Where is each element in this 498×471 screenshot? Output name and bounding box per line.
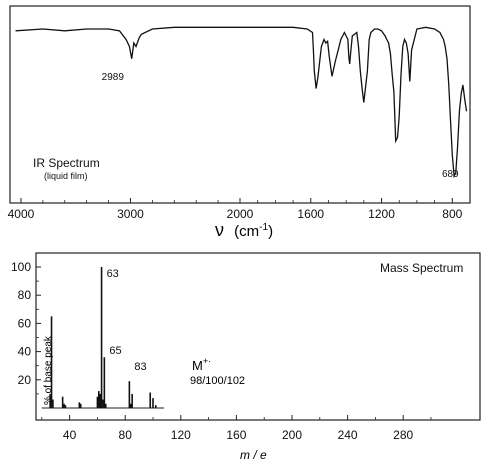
ms-molecular-ion-charge: +· xyxy=(203,356,211,366)
ir-spectrum-panel: 4000 3000 2000 1600 1200 800 IR Spectrum (liq… xyxy=(8,5,471,240)
ir-x-ticks: 4000 3000 2000 1600 1200 800 xyxy=(8,198,463,221)
ir-x-axis-unit: (cm xyxy=(234,223,259,240)
ir-x-axis-unit-exp: -1 xyxy=(259,222,268,233)
ms-y-tick-label: 40 xyxy=(18,345,32,359)
ir-x-tick-label: 3000 xyxy=(117,207,144,221)
ms-y-tick-label: 20 xyxy=(18,373,32,387)
ms-molecular-ion-symbol: M xyxy=(192,358,203,373)
ms-y-tick-label: 80 xyxy=(18,288,32,302)
ir-x-tick-label: 800 xyxy=(442,207,462,221)
ms-peak-label: 83 xyxy=(134,361,146,373)
ir-x-axis-symbol: ν xyxy=(215,220,224,240)
ms-x-ticks: 40 80 120 160 200 240 280 xyxy=(41,415,432,442)
ms-x-tick-label: 160 xyxy=(226,428,246,442)
ms-title: Mass Spectrum xyxy=(380,261,463,275)
ms-y-ticks: 20 40 60 80 100 xyxy=(11,260,41,395)
ir-x-axis-unit-close: ) xyxy=(268,223,273,240)
ms-x-tick-label: 240 xyxy=(338,428,358,442)
ms-x-tick-label: 80 xyxy=(119,428,133,442)
ir-subtitle: (liquid film) xyxy=(44,171,88,181)
ir-x-tick-label: 1200 xyxy=(368,207,395,221)
ir-spectrum-trace xyxy=(15,26,468,179)
ms-x-tick-label: 280 xyxy=(393,428,413,442)
mass-spectrum-panel: 40 80 120 160 200 240 280 20 40 60 80 100 63 65 83 M… xyxy=(11,252,481,462)
ir-title: IR Spectrum xyxy=(33,156,100,170)
ms-y-axis-label: % of base peak xyxy=(43,335,54,405)
ms-y-tick-label: 60 xyxy=(18,316,32,330)
ms-peak-labels: 63 65 83 xyxy=(107,268,147,373)
ms-y-tick-label: 100 xyxy=(11,260,31,274)
ir-x-tick-label: 2000 xyxy=(227,207,254,221)
ir-x-tick-label: 4000 xyxy=(8,207,35,221)
ms-x-axis-label: m / e xyxy=(240,448,267,462)
ms-molecular-ion-values: 98/100/102 xyxy=(190,375,245,387)
ir-x-axis-label: ν (cm-1) xyxy=(215,220,273,240)
ms-x-tick-label: 200 xyxy=(282,428,302,442)
ms-x-tick-label: 40 xyxy=(63,428,77,442)
ms-molecular-ion: M+· xyxy=(192,356,211,373)
ir-annotation-2989: 2989 xyxy=(102,72,125,83)
ms-peaks xyxy=(49,267,157,408)
ms-x-tick-label: 120 xyxy=(171,428,191,442)
ms-peak-label: 65 xyxy=(109,345,121,357)
ir-annotation-689: 689 xyxy=(442,169,459,180)
ms-frame xyxy=(35,252,481,421)
ir-x-tick-label: 1600 xyxy=(297,207,324,221)
ms-peak-label: 63 xyxy=(107,268,119,280)
